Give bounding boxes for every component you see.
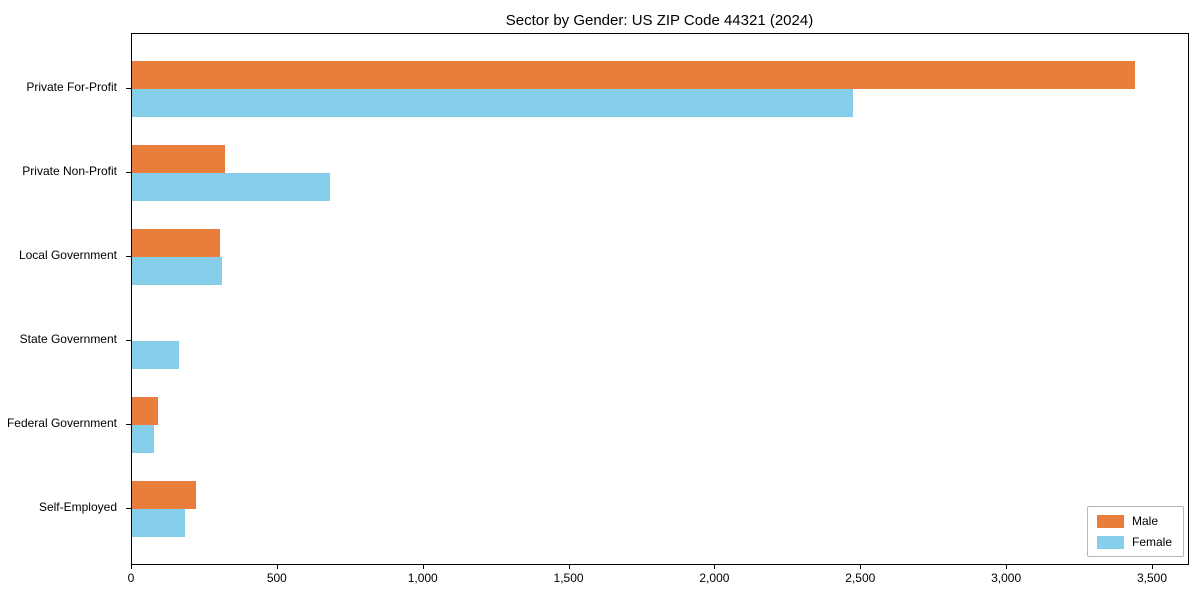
x-axis-tick-label: 1,500 [553, 571, 584, 585]
y-axis-label: Local Government [18, 248, 117, 262]
bar-female-federal-government [132, 425, 154, 453]
y-axis-tick [126, 340, 131, 341]
x-axis-tick [714, 564, 716, 569]
x-axis-tick-label: 1,000 [407, 571, 438, 585]
male-series-swatch [1096, 514, 1124, 528]
x-axis-tick [1151, 564, 1153, 569]
bar-female-private-for-profit [132, 89, 853, 117]
bar-male-self-employed [132, 481, 197, 509]
legend: Male Female [1086, 506, 1184, 557]
x-axis-tick-label: 3,500 [1136, 571, 1167, 585]
chart-title: Sector by Gender: US ZIP Code 44321 (202… [505, 12, 814, 29]
x-axis-tick [276, 564, 278, 569]
female-series-swatch [1096, 535, 1124, 549]
bar-female-private-non-profit [132, 173, 331, 201]
x-axis-tick-label: 3,000 [991, 571, 1022, 585]
y-axis-tick [126, 256, 131, 257]
bar-female-local-government [132, 257, 223, 285]
y-axis-tick [126, 172, 131, 173]
y-axis-tick [126, 424, 131, 425]
y-axis-label: Federal Government [6, 416, 117, 430]
legend-label-female: Female [1131, 535, 1172, 549]
bar-female-self-employed [132, 509, 185, 537]
x-axis-tick-label: 2,000 [699, 571, 730, 585]
x-axis-tick [1006, 564, 1008, 569]
y-axis-tick [126, 508, 131, 509]
x-axis-tick-label: 0 [127, 571, 135, 585]
y-axis-category-labels: Private For-Profit Private Non-Profit Loca… [0, 33, 124, 563]
bar-male-private-for-profit [132, 61, 1136, 89]
bar-female-state-government [132, 341, 179, 369]
x-axis-tick [422, 564, 424, 569]
bar-male-local-government [132, 229, 220, 257]
legend-item-male: Male [1096, 514, 1172, 528]
y-axis-label: Private For-Profit [26, 80, 117, 94]
plot-area: Male Female [131, 33, 1189, 565]
legend-item-female: Female [1096, 535, 1172, 549]
y-axis-tick [126, 88, 131, 89]
y-axis-label: Private Non-Profit [22, 164, 117, 178]
y-axis-label: State Government [19, 332, 117, 346]
x-axis-tick [860, 564, 862, 569]
x-axis-tick [568, 564, 570, 569]
bar-male-federal-government [132, 397, 159, 425]
legend-label-male: Male [1131, 514, 1158, 528]
x-axis-tick-label: 2,500 [845, 571, 876, 585]
x-axis-tick-label: 500 [266, 571, 287, 585]
y-axis-label: Self-Employed [38, 500, 117, 514]
x-axis-tick [131, 564, 132, 569]
bar-male-private-non-profit [132, 145, 226, 173]
